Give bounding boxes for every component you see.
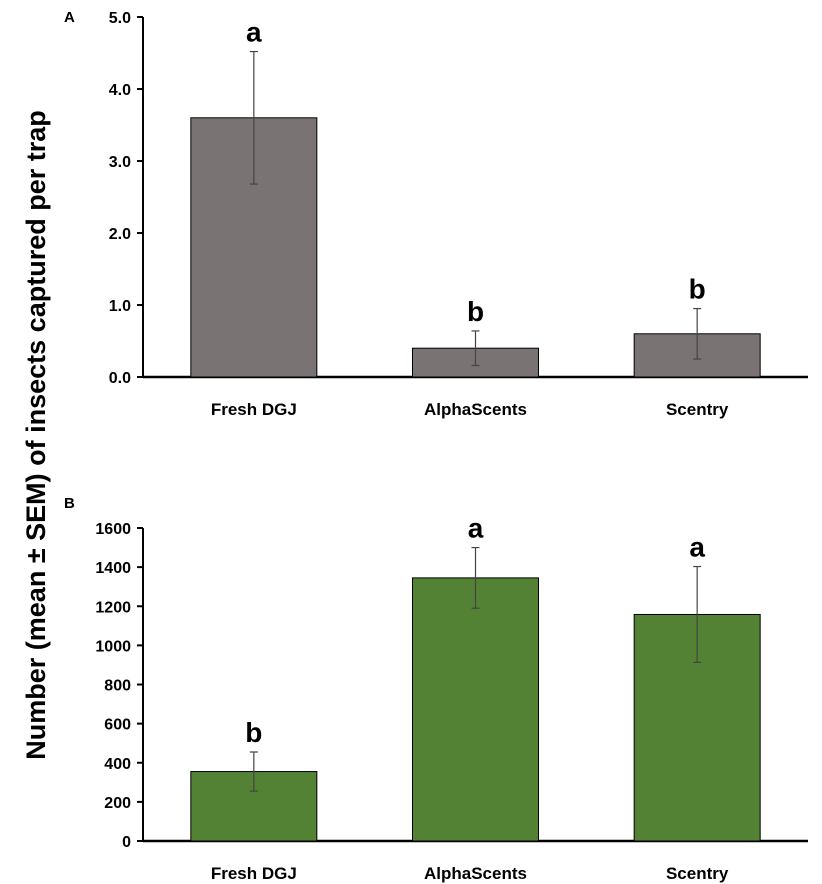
y-axis-label: Number (mean ± SEM) of insects captured … [21, 110, 51, 759]
bar [412, 577, 539, 842]
significance-letter: b [467, 296, 484, 327]
y-tick-label: 2.0 [109, 226, 131, 243]
x-tick-label: AlphaScents [424, 864, 527, 883]
x-tick-label: Fresh DGJ [211, 400, 297, 419]
significance-letter: b [689, 274, 706, 305]
y-tick-label: 1000 [95, 638, 131, 655]
y-tick-label: 1200 [95, 599, 131, 616]
panel-label: A [64, 9, 75, 26]
panel-label: B [64, 495, 75, 512]
y-tick-label: 600 [104, 717, 131, 734]
significance-letter: a [468, 513, 484, 544]
x-tick-label: Fresh DGJ [211, 864, 297, 883]
panel-b-chart: B 0 200 400 600 800 1000 1200 1400 1600 b Fresh DGJ… [64, 495, 808, 883]
y-tick-label: 1.0 [109, 298, 131, 315]
y-tick-label: 1600 [95, 521, 131, 538]
panel-a-chart: A 0.0 1.0 2.0 3.0 4.0 5.0 a Fresh DGJ b AlphaScent… [64, 9, 808, 419]
x-tick-label: Scentry [666, 864, 729, 883]
y-tick-label: 5.0 [109, 10, 131, 27]
significance-letter: a [246, 17, 262, 48]
y-tick-label: 4.0 [109, 82, 131, 99]
y-tick-label: 400 [104, 756, 131, 773]
y-tick-label: 200 [104, 795, 131, 812]
x-tick-label: AlphaScents [424, 400, 527, 419]
y-tick-label: 800 [104, 678, 131, 695]
significance-letter: b [245, 717, 262, 748]
y-tick-label: 0.0 [109, 370, 131, 387]
y-tick-label: 3.0 [109, 154, 131, 171]
x-tick-label: Scentry [666, 400, 729, 419]
y-tick-label: 1400 [95, 560, 131, 577]
y-tick-label: 0 [122, 834, 131, 851]
significance-letter: a [689, 532, 705, 563]
